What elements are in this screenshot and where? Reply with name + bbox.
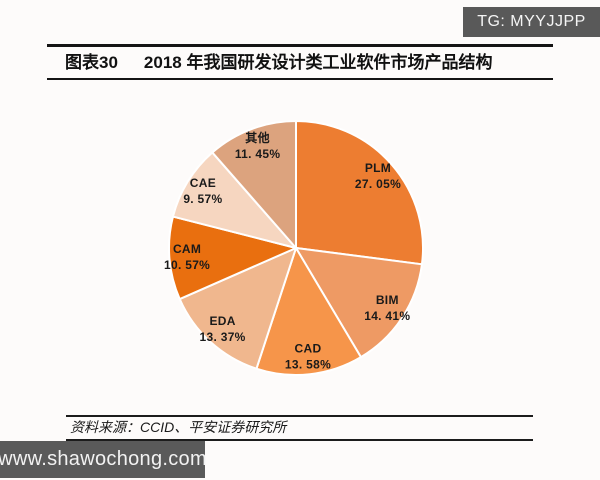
pie-slice-value: 9. 57%: [183, 192, 222, 206]
figure-index: 图表30: [65, 53, 118, 72]
figure-title: 2018 年我国研发设计类工业软件市场产品结构: [143, 53, 493, 72]
pie-slice-label: BIM: [376, 293, 399, 307]
pie-slice-label: CAM: [173, 242, 201, 256]
pie-slice-value: 13. 58%: [285, 358, 331, 372]
pie-slice-label: PLM: [365, 161, 391, 175]
pie-slice-label: EDA: [209, 314, 235, 328]
figure-title-bar: 图表30 2018 年我国研发设计类工业软件市场产品结构: [47, 44, 553, 80]
pie-slice-其他: [211, 120, 297, 249]
pie-slice-PLM: [295, 120, 424, 266]
pie-slice-CAE: [171, 151, 297, 249]
pie-slice-label: 其他: [245, 130, 270, 145]
pie-slice-value: 10. 57%: [164, 258, 210, 272]
website-watermark: www.shawochong.com: [0, 441, 207, 478]
pie-slice-value: 11. 45%: [235, 147, 281, 161]
pie-slice-CAD: [255, 247, 362, 376]
pie-slice-value: 27. 05%: [355, 177, 401, 191]
pie-slice-BIM: [295, 247, 423, 359]
pie-slice-label: CAD: [295, 342, 322, 356]
pie-slice-EDA: [178, 247, 297, 370]
pie-slice-label: CAE: [190, 176, 216, 190]
tg-watermark-badge: TG: MYYJJPP: [463, 7, 600, 37]
pie-slice-value: 13. 37%: [200, 330, 246, 344]
source-note: 资料来源：CCID、平安证券研究所: [66, 415, 533, 441]
pie-slice-CAM: [168, 215, 297, 301]
pie-slice-value: 14. 41%: [364, 309, 410, 323]
